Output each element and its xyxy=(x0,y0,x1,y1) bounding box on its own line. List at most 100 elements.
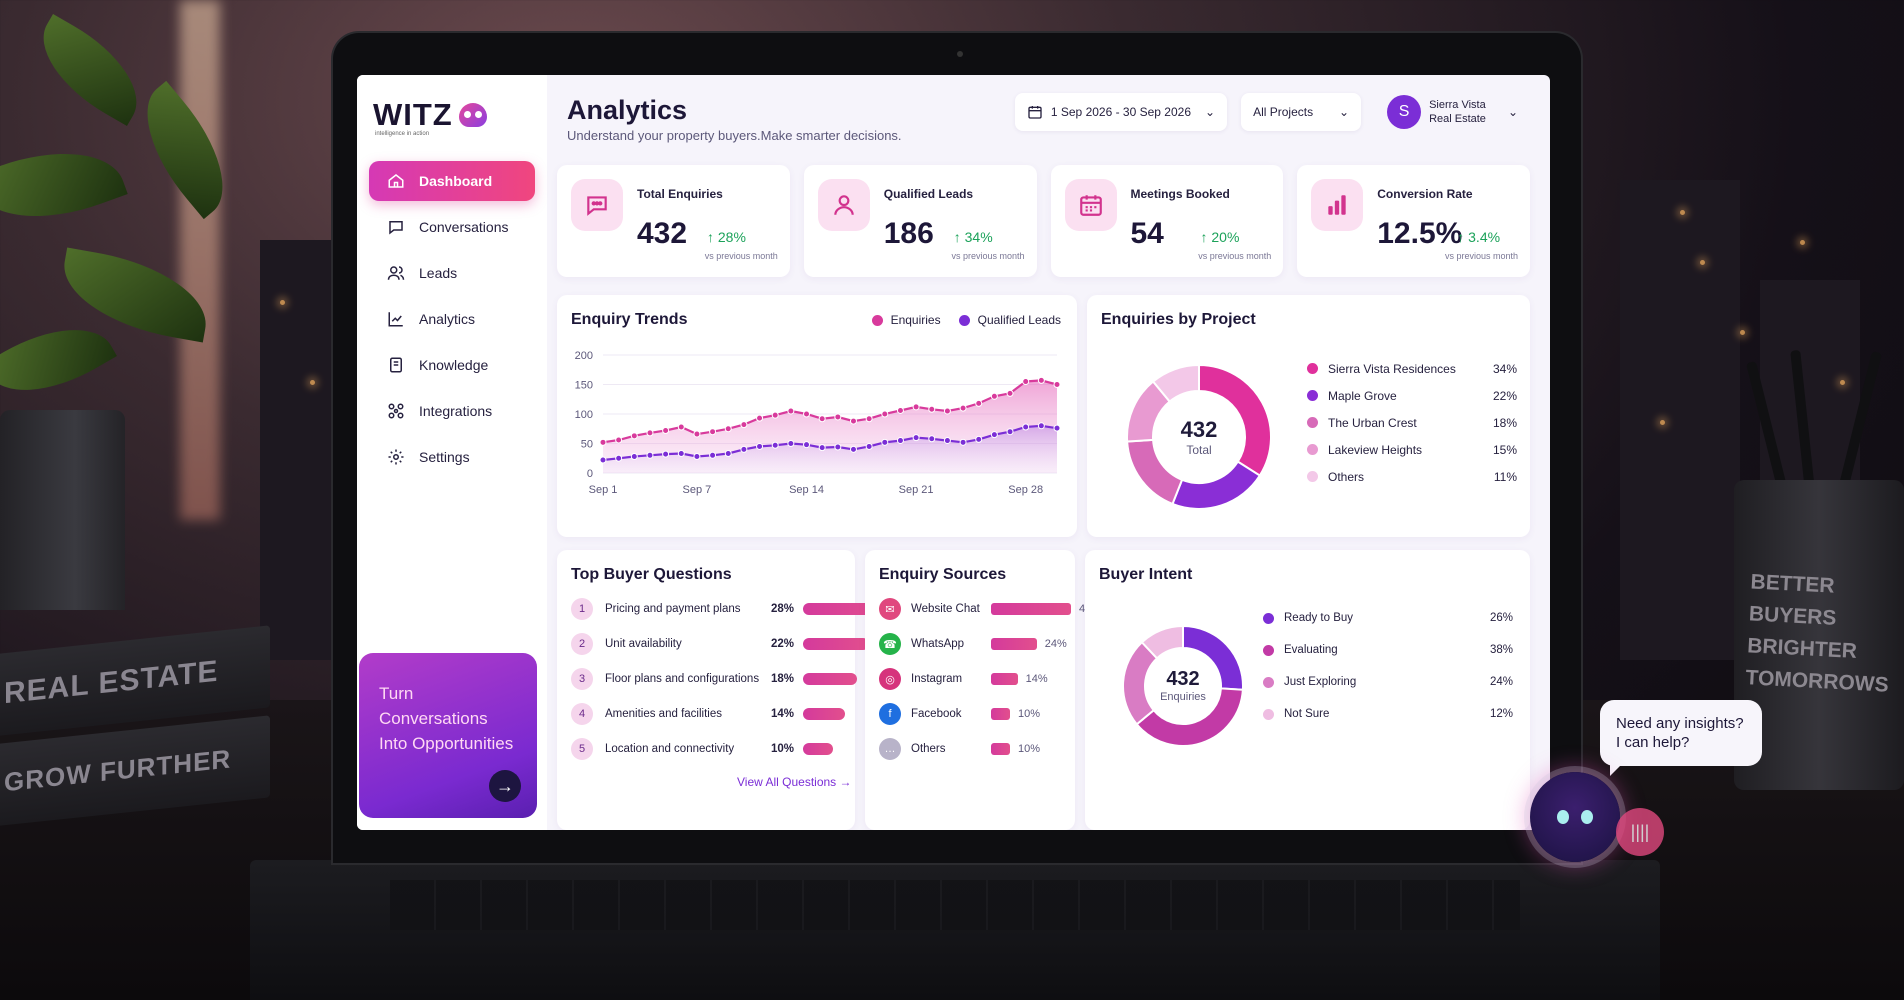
book-icon xyxy=(390,357,402,373)
legend-label: Maple Grove xyxy=(1328,388,1397,403)
assistant-bot-button[interactable] xyxy=(1530,772,1620,862)
voice-button[interactable]: |||| xyxy=(1616,808,1664,856)
chevron-down-icon: ⌄ xyxy=(1507,105,1518,119)
question-row[interactable]: 1 Pricing and payment plans 28% xyxy=(571,598,887,620)
card-title: Enquiry Sources xyxy=(879,566,1007,583)
home-icon xyxy=(388,174,404,188)
legend-item-qualified-leads: Qualified Leads xyxy=(958,313,1061,327)
question-bar xyxy=(803,673,857,685)
account-menu[interactable]: S Sierra Vista Real Estate ⌄ xyxy=(1375,93,1530,131)
data-point xyxy=(646,429,654,437)
sidebar-item-dashboard[interactable]: Dashboard xyxy=(369,161,535,201)
legend-label: Sierra Vista Residences xyxy=(1328,361,1456,376)
intent-legend-item: Not Sure 12% xyxy=(1263,698,1513,730)
question-pct: 28% xyxy=(771,603,795,615)
date-range-picker[interactable]: 1 Sep 2026 - 30 Sep 2026 ⌄ xyxy=(1014,93,1228,131)
promo-arrow-button[interactable]: → xyxy=(489,770,521,802)
y-tick-label: 150 xyxy=(575,380,593,392)
sidebar-item-integrations[interactable]: Integrations xyxy=(369,391,535,431)
sidebar-item-leads[interactable]: Leads xyxy=(369,253,535,293)
project-legend-item: Maple Grove 22% xyxy=(1307,382,1517,409)
source-label: Others xyxy=(911,743,946,755)
legend-value: 26% xyxy=(1489,612,1513,624)
stat-change: ↑ 20% xyxy=(1200,229,1240,245)
source-pct: 14% xyxy=(1025,673,1048,685)
assistant-bubble[interactable]: Need any insights? I can help? xyxy=(1600,700,1762,776)
y-tick-label: 50 xyxy=(581,439,593,451)
data-point xyxy=(896,406,904,414)
data-point xyxy=(756,442,764,450)
source-row[interactable]: ◎ Instagram 14% xyxy=(879,668,1048,690)
data-point xyxy=(1006,389,1014,397)
intent-center-value: 432 xyxy=(1166,668,1200,690)
enquiry-sources-card: Enquiry Sources ✉Website Chat42%☎WhatsAp… xyxy=(865,550,1101,830)
stat-card-conversion-rate[interactable]: Conversion Rate 12.5% ↑ 3.4% vs previous… xyxy=(1297,165,1530,277)
source-pct: 10% xyxy=(1018,708,1041,720)
legend-label: The Urban Crest xyxy=(1328,415,1417,430)
org-name: Sierra Vista Real Estate xyxy=(1429,98,1486,126)
data-point xyxy=(771,441,779,449)
view-all-questions-label: View All Questions xyxy=(737,775,837,789)
source-bar xyxy=(991,673,1018,685)
legend-swatch xyxy=(1307,444,1318,455)
stat-card-meetings-booked[interactable]: Meetings Booked 54 ↑ 20% vs previous mon… xyxy=(1050,165,1284,277)
sidebar-item-analytics[interactable]: Analytics xyxy=(369,299,535,339)
gear-icon xyxy=(388,449,404,465)
data-point xyxy=(803,410,811,418)
intent-legend: Ready to Buy 26% Evaluating 38% Just Explori… xyxy=(1263,602,1513,730)
data-point xyxy=(599,456,607,464)
legend-swatch xyxy=(1307,471,1318,482)
data-point xyxy=(615,454,623,462)
legend-swatch xyxy=(1263,676,1274,688)
chat-icon: ✉ xyxy=(879,598,901,620)
legend-swatch xyxy=(1263,708,1274,720)
data-point xyxy=(1006,428,1014,436)
stat-card-qualified-leads[interactable]: Qualified Leads 186 ↑ 34% vs previous mo… xyxy=(803,165,1037,277)
enquiry-trends-chart: 0 50 100 150 200 Sep 1 Sep 7 Sep 14 Sep 21 Sep 28 xyxy=(575,350,1061,496)
intent-legend-item: Ready to Buy 26% xyxy=(1263,602,1513,634)
source-row[interactable]: ☎ WhatsApp 24% xyxy=(879,633,1067,655)
view-all-questions-link[interactable]: View All Questions → xyxy=(737,775,852,789)
data-point xyxy=(803,441,811,449)
source-row[interactable]: f Facebook 10% xyxy=(879,703,1040,725)
stat-label: Total Enquiries xyxy=(637,187,723,201)
calendar-icon xyxy=(1028,106,1042,119)
source-row[interactable]: ✉Website Chat42% xyxy=(879,598,1101,620)
data-point xyxy=(975,399,983,407)
chat-icon xyxy=(389,221,403,235)
project-filter-select[interactable]: All Projects ⌄ xyxy=(1241,93,1362,131)
question-bar xyxy=(803,708,845,720)
intent-legend-item: Just Exploring 24% xyxy=(1263,666,1513,698)
question-row[interactable]: 3 Floor plans and configurations 18% xyxy=(571,668,857,690)
main-content: Analytics Understand your property buyer… xyxy=(547,75,1550,830)
question-label: Amenities and facilities xyxy=(605,708,722,720)
y-tick-label: 200 xyxy=(575,350,593,362)
sidebar-item-knowledge[interactable]: Knowledge xyxy=(369,345,535,385)
source-label: Website Chat xyxy=(911,603,980,615)
question-row[interactable]: 4 Amenities and facilities 14% xyxy=(571,703,845,725)
question-rank: 2 xyxy=(571,633,593,655)
waveform-icon: |||| xyxy=(1630,821,1650,842)
donut-center: 432 Total xyxy=(1149,417,1249,457)
question-row[interactable]: 5 Location and connectivity 10% xyxy=(571,738,833,760)
data-point xyxy=(630,452,638,460)
data-point xyxy=(662,450,670,458)
chat-bubble-icon xyxy=(571,179,623,231)
question-row[interactable]: 2 Unit availability 22% xyxy=(571,633,869,655)
arrow-right-icon: → xyxy=(496,775,514,796)
brand-logo[interactable]: WITZ xyxy=(373,95,535,135)
sidebar-item-settings[interactable]: Settings xyxy=(369,437,535,477)
arrow-up-icon: ↑ xyxy=(1200,229,1212,245)
legend-value: 34% xyxy=(1492,361,1517,376)
source-label: WhatsApp xyxy=(911,638,965,650)
stat-card-total-enquiries[interactable]: Total Enquiries 432 ↑ 28% vs previous mo… xyxy=(557,165,790,277)
project-legend-item: Others 11% xyxy=(1307,463,1517,490)
data-point xyxy=(896,437,904,445)
sidebar-item-label: Integrations xyxy=(419,403,493,419)
data-point xyxy=(990,431,998,439)
sidebar-item-conversations[interactable]: Conversations xyxy=(369,207,535,247)
stat-value: 432 xyxy=(637,217,688,250)
data-point xyxy=(943,407,951,415)
source-row[interactable]: … Others 10% xyxy=(879,738,1040,760)
instagram-icon: ◎ xyxy=(879,668,901,690)
